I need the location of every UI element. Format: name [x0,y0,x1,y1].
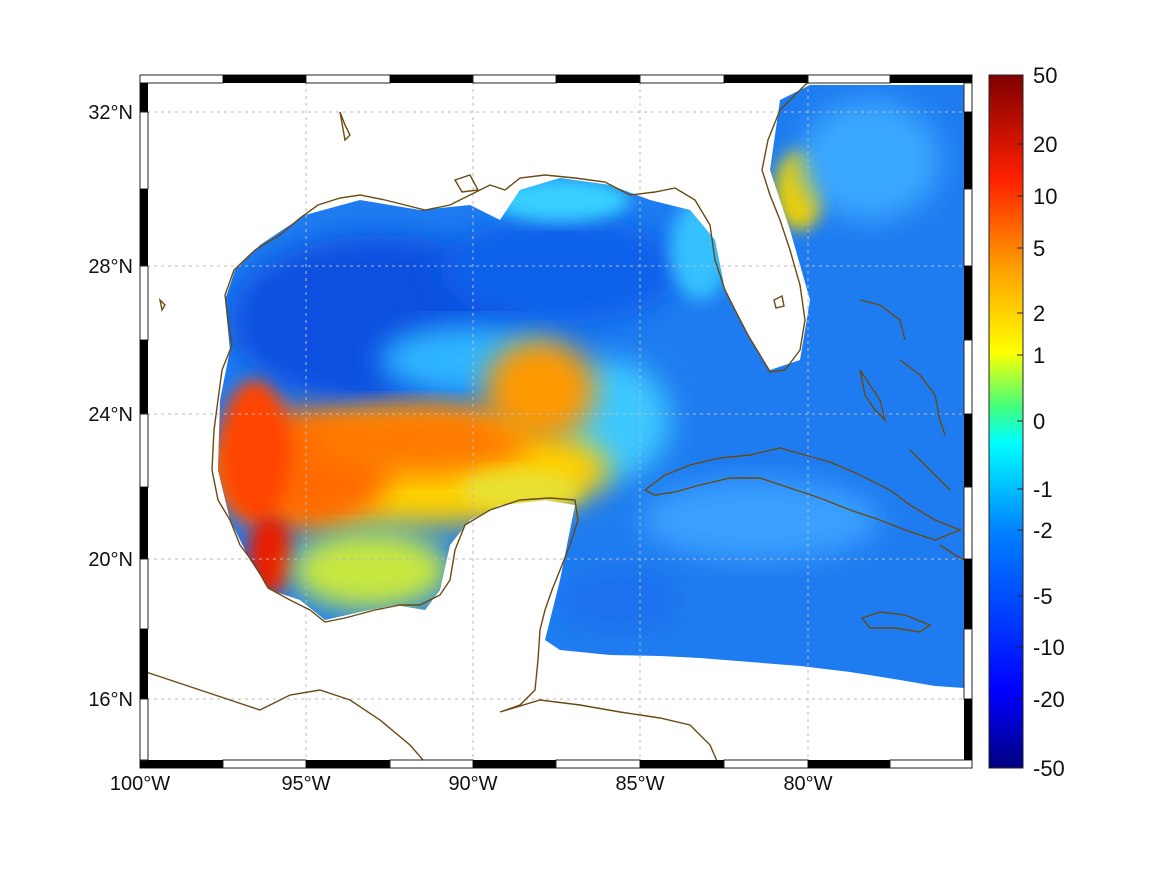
cb-label-2: 2 [1033,301,1045,326]
frame-bottom-seg-3 [306,760,390,768]
jamaica-coast [860,611,932,633]
small-island-2 [158,297,166,312]
yucatan-shelf-yellow [460,470,580,510]
campeche-green [290,530,450,610]
frame-left-seg-1 [140,83,148,112]
frame-right-seg-2 [964,112,972,189]
frame-bottom-seg-6 [555,759,641,769]
orange-core-east [485,340,595,440]
lake-okeechobee [773,294,785,309]
frame-right-seg-7 [963,486,973,560]
frame-top-seg-8 [724,75,808,83]
colorbar: 50 20 10 5 2 1 0 -1 -2 -5 -10 -20 -50 [988,63,1065,781]
lon-label-100w: 100°W [110,773,170,795]
frame-left-seg-10 [139,698,149,761]
cb-label-1: 1 [1033,343,1045,368]
frame-right-seg-9 [963,628,973,700]
frame-top-seg-10 [890,75,972,83]
frame-bottom-seg-2 [222,759,307,769]
frame-left-seg-4 [139,265,149,341]
frame-left-seg-3 [140,189,148,266]
frame-right-seg-5 [963,339,973,415]
frame-left-seg-8 [139,558,149,630]
bahamas-exuma [909,449,951,491]
cb-label-m5: -5 [1033,584,1053,609]
gulf-coast-north [217,74,816,401]
lon-label-85w: 85°W [615,773,664,795]
lat-label-16: 16°N [88,689,133,711]
northeast-gulf-low [440,215,680,325]
cb-label-0: 0 [1033,409,1045,434]
cb-label-m10: -10 [1033,635,1065,660]
bahamas-andros [859,369,887,423]
frame-bottom-seg-10 [889,759,973,769]
orange-core-central [310,405,530,475]
frame-top-seg-1 [139,74,224,84]
map-frame [139,74,973,769]
cb-label-50: 50 [1033,63,1057,88]
lon-axis-labels: 100°W 95°W 90°W 85°W 80°W [110,773,833,795]
frame-left-seg-2 [139,111,149,190]
lon-label-90w: 90°W [448,773,497,795]
frame-bottom-seg-7 [640,760,724,768]
lon-label-95w: 95°W [281,773,330,795]
frame-left-seg-9 [140,629,148,699]
cuba-coast [643,447,962,541]
lat-axis-labels: 32°N 28°N 24°N 20°N 16°N [88,102,133,711]
frame-top-seg-7 [639,74,725,84]
frame-bottom-seg-8 [723,759,809,769]
cb-label-m1: -1 [1033,477,1053,502]
frame-bottom-seg-1 [140,760,223,768]
frame-right-seg-6 [964,414,972,487]
frame-top-seg-2 [223,75,306,83]
frame-top-seg-3 [305,74,391,84]
colorbar-ticks [1017,74,1023,769]
atlantic-light-blue [800,100,940,220]
caribbean-blue [560,570,680,630]
frame-bottom-seg-4 [389,759,474,769]
coastlines [139,74,965,769]
belize-honduras-coast [499,659,721,769]
cb-label-5: 5 [1033,236,1045,261]
frame-right-seg-8 [964,559,972,629]
frame-right-seg-3 [963,188,973,267]
frame-top-seg-9 [807,74,891,84]
hispaniola-coast [939,544,965,561]
frame-bottom-seg-9 [808,760,890,768]
lon-label-80w: 80°W [783,773,832,795]
bahamas-eleuthera [899,359,946,436]
cb-label-m50: -50 [1033,756,1065,781]
lat-label-28: 28°N [88,256,133,278]
mexico-coast [211,399,579,661]
frame-bottom-seg-5 [473,760,556,768]
red-western-shelf [220,380,290,520]
frame-left-seg-6 [139,413,149,488]
frame-right-seg-10 [964,699,972,760]
frame-top-seg-6 [556,75,640,83]
bahamas-abaco [859,299,906,341]
northern-shelf-cyan [490,178,630,222]
cb-label-20: 20 [1033,132,1057,157]
frame-left-seg-5 [140,340,148,414]
frame-right-seg-1 [963,82,973,113]
frame-top-seg-5 [472,74,557,84]
small-island-1 [339,111,351,142]
cb-label-m2: -2 [1033,518,1053,543]
central-america-coast [139,669,431,769]
frame-right-seg-4 [964,266,972,340]
frame-top-seg-4 [390,75,473,83]
frame-left-seg-7 [140,487,148,559]
cb-label-10: 10 [1033,184,1057,209]
cb-label-m20: -20 [1033,687,1065,712]
caribbean-light [640,480,880,560]
mississippi-delta [453,174,480,193]
lat-label-24: 24°N [88,404,133,426]
lat-label-32: 32°N [88,102,133,124]
lat-label-20: 20°N [88,549,133,571]
graticule [140,75,972,768]
